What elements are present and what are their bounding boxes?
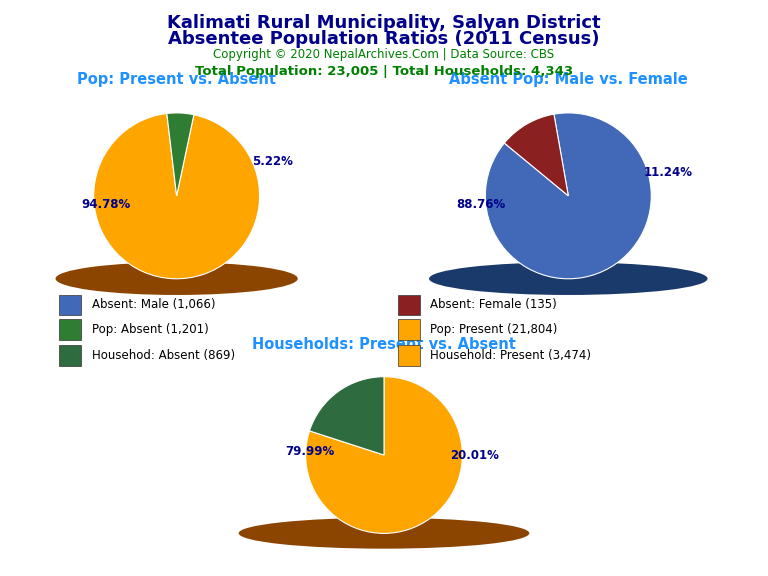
Wedge shape [306,377,462,533]
Text: Absent: Male (1,066): Absent: Male (1,066) [91,298,215,312]
Text: 20.01%: 20.01% [449,449,498,461]
Ellipse shape [55,262,298,295]
Text: Pop: Present (21,804): Pop: Present (21,804) [430,323,558,336]
Text: Household: Present (3,474): Household: Present (3,474) [430,348,591,362]
Text: Absentee Population Ratios (2011 Census): Absentee Population Ratios (2011 Census) [168,30,600,48]
Title: Households: Present vs. Absent: Households: Present vs. Absent [252,337,516,352]
Text: Househod: Absent (869): Househod: Absent (869) [91,348,235,362]
Text: 11.24%: 11.24% [644,166,693,179]
Text: Kalimati Rural Municipality, Salyan District: Kalimati Rural Municipality, Salyan Dist… [167,14,601,32]
Text: 88.76%: 88.76% [457,198,506,211]
Ellipse shape [429,262,707,295]
Wedge shape [167,113,194,196]
Text: Total Population: 23,005 | Total Households: 4,343: Total Population: 23,005 | Total Househo… [195,65,573,78]
Text: Pop: Absent (1,201): Pop: Absent (1,201) [91,323,208,336]
Bar [59,294,81,316]
Wedge shape [94,113,260,279]
Wedge shape [310,377,384,455]
Text: Absent: Female (135): Absent: Female (135) [430,298,557,312]
Bar [59,319,81,340]
Bar [398,294,420,316]
Title: Pop: Present vs. Absent: Pop: Present vs. Absent [77,72,276,87]
Text: 79.99%: 79.99% [285,445,334,457]
Wedge shape [505,114,568,196]
Bar [398,344,420,366]
Title: Absent Pop: Male vs. Female: Absent Pop: Male vs. Female [449,72,687,87]
Bar [398,319,420,340]
Wedge shape [485,113,651,279]
Ellipse shape [239,518,529,549]
Text: Copyright © 2020 NepalArchives.Com | Data Source: CBS: Copyright © 2020 NepalArchives.Com | Dat… [214,48,554,62]
Bar [59,344,81,366]
Text: 94.78%: 94.78% [81,198,131,211]
Text: 5.22%: 5.22% [252,154,293,168]
